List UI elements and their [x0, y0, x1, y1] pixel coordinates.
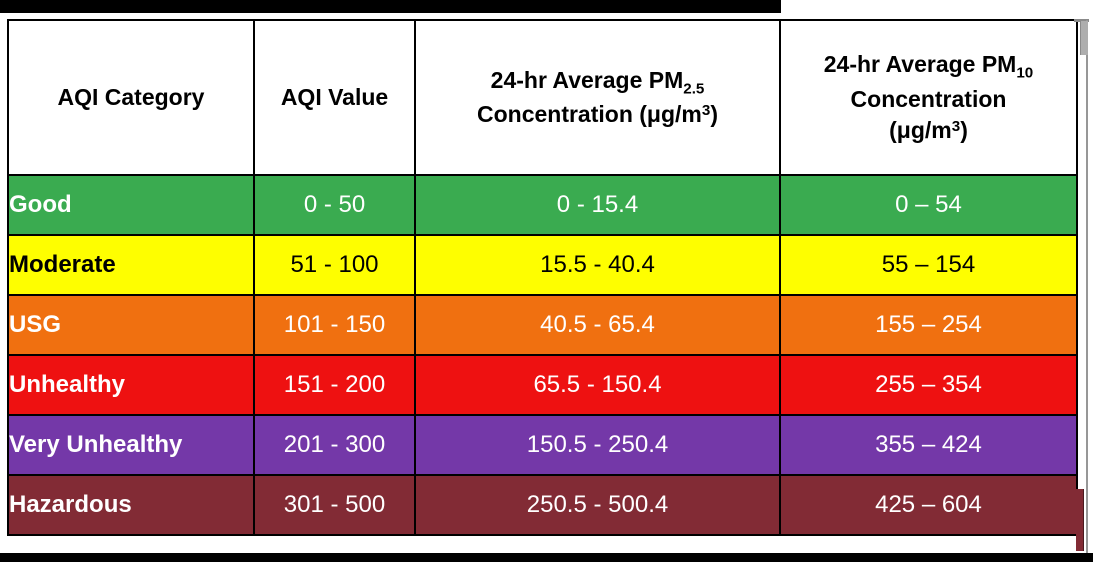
aqi-value-cell: 0 - 50 [253, 174, 416, 236]
pm10-cubed-superscript: 3 [951, 118, 961, 136]
row-very-unhealthy: Very Unhealthy 201 - 300 150.5 - 250.4 3… [7, 414, 1078, 476]
row-hazardous: Hazardous 301 - 500 250.5 - 500.4 425 – … [7, 474, 1078, 536]
header-pm25-line2: Concentration (μg/m3) [476, 101, 719, 128]
header-pm25-line1: 24-hr Average PM2.5 [490, 66, 705, 97]
header-aqi-category: AQI Category [7, 19, 255, 176]
header-pm10-line3: (μg/m3) [889, 116, 968, 143]
category-cell: Unhealthy [7, 354, 255, 416]
aqi-table: AQI Category AQI Value 24-hr Average PM2… [7, 19, 1078, 536]
row-moderate: Moderate 51 - 100 15.5 - 40.4 55 – 154 [7, 234, 1078, 296]
pm25-subscript: 2.5 [683, 79, 705, 97]
pm25-range-cell: 65.5 - 150.4 [414, 354, 781, 416]
pm10-range-cell: 425 – 604 [779, 474, 1078, 536]
aqi-value-cell: 101 - 150 [253, 294, 416, 356]
category-cell: Very Unhealthy [7, 414, 255, 476]
header-aqi-category-label: AQI Category [57, 83, 205, 110]
aqi-value-cell: 51 - 100 [253, 234, 416, 296]
pm25-range-cell: 250.5 - 500.4 [414, 474, 781, 536]
hazardous-row-overhang [1076, 489, 1084, 551]
pm10-range-cell: 155 – 254 [779, 294, 1078, 356]
scrollbar-thumb[interactable] [1080, 21, 1088, 55]
pm10-range-cell: 55 – 154 [779, 234, 1078, 296]
header-pm10-line1: 24-hr Average PM10 [823, 51, 1034, 82]
header-pm25: 24-hr Average PM2.5 Concentration (μg/m3… [414, 19, 781, 176]
row-unhealthy: Unhealthy 151 - 200 65.5 - 150.4 255 – 3… [7, 354, 1078, 416]
pm10-range-cell: 0 – 54 [779, 174, 1078, 236]
category-cell: Hazardous [7, 474, 255, 536]
bottom-black-bar [0, 553, 1093, 562]
category-cell: USG [7, 294, 255, 356]
row-usg: USG 101 - 150 40.5 - 65.4 155 – 254 [7, 294, 1078, 356]
window-edge-right-line [1086, 20, 1088, 553]
row-good: Good 0 - 50 0 - 15.4 0 – 54 [7, 174, 1078, 236]
window-edge-top-line [1074, 19, 1089, 22]
top-black-bar [0, 0, 781, 13]
pm25-range-cell: 0 - 15.4 [414, 174, 781, 236]
aqi-value-cell: 301 - 500 [253, 474, 416, 536]
header-pm10: 24-hr Average PM10 Concentration (μg/m3) [779, 19, 1078, 176]
aqi-value-cell: 201 - 300 [253, 414, 416, 476]
pm10-subscript: 10 [1016, 64, 1034, 82]
aqi-value-cell: 151 - 200 [253, 354, 416, 416]
header-aqi-value-label: AQI Value [280, 83, 389, 110]
pm10-range-cell: 255 – 354 [779, 354, 1078, 416]
header-pm10-line2: Concentration [850, 85, 1007, 112]
pm25-range-cell: 40.5 - 65.4 [414, 294, 781, 356]
pm10-range-cell: 355 – 424 [779, 414, 1078, 476]
pm25-range-cell: 150.5 - 250.4 [414, 414, 781, 476]
pm25-range-cell: 15.5 - 40.4 [414, 234, 781, 296]
table-header-row: AQI Category AQI Value 24-hr Average PM2… [7, 19, 1078, 176]
pm25-cubed-superscript: 3 [701, 102, 711, 120]
header-aqi-value: AQI Value [253, 19, 416, 176]
category-cell: Moderate [7, 234, 255, 296]
category-cell: Good [7, 174, 255, 236]
